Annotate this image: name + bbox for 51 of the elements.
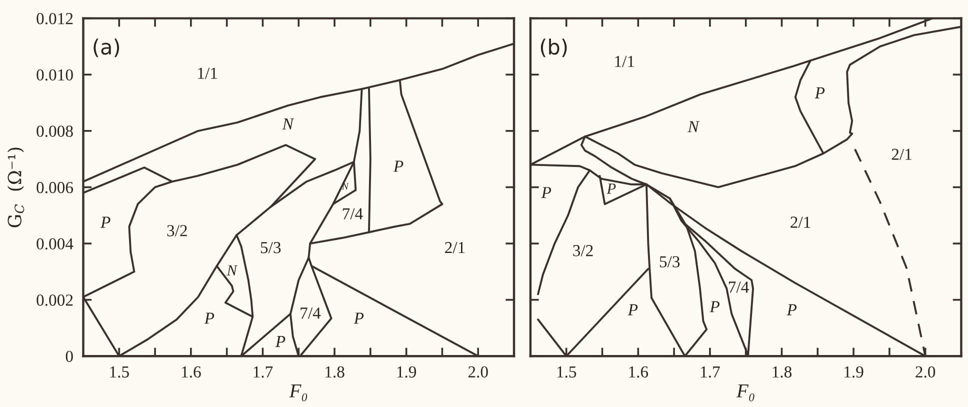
annotation: P xyxy=(628,304,638,316)
annotation: 2/1 xyxy=(445,242,465,254)
annotation: N xyxy=(282,118,294,130)
annotation: 7/4 xyxy=(728,282,749,293)
x-tick-label: 1.7 xyxy=(254,366,273,378)
annotation: 3/2 xyxy=(167,225,187,236)
annotation: P xyxy=(710,301,720,312)
x-tick-label: 1.6 xyxy=(182,366,201,378)
annotation: 1/1 xyxy=(615,56,634,68)
x-axis-title: F₀ xyxy=(289,384,308,402)
y-tick-label: 0.012 xyxy=(36,13,73,24)
annotation: 5/3 xyxy=(260,242,281,254)
annotation: P xyxy=(275,336,286,347)
x-tick-label: 2.0 xyxy=(468,366,488,378)
y-tick-label: 0.002 xyxy=(36,294,73,306)
x-tick-label: 1.7 xyxy=(700,366,720,378)
annotation: 7/4 xyxy=(342,208,363,220)
annotation: 1/1 xyxy=(198,68,217,79)
annotation: P xyxy=(814,87,825,98)
y-axis-title: G$_{C}$ (Ω⁻¹) xyxy=(7,148,24,228)
annotation: (a) xyxy=(94,38,120,58)
y-tick-label: 0 xyxy=(66,350,73,362)
x-tick-label: 1.5 xyxy=(110,366,129,378)
x-axis-title: F₀ xyxy=(736,384,754,402)
x-tick-label: 1.6 xyxy=(629,366,648,378)
x-tick-label: 1.8 xyxy=(772,366,792,378)
annotation: P xyxy=(100,216,110,228)
x-tick-label: 1.8 xyxy=(326,366,344,378)
annotation: N xyxy=(226,265,238,276)
annotation: P xyxy=(786,304,797,316)
annotation: 7/4 xyxy=(300,308,321,319)
annotation: 3/2 xyxy=(573,245,593,256)
y-tick-label: 0.008 xyxy=(36,126,73,137)
annotation: (b) xyxy=(540,38,567,58)
annotation: N xyxy=(342,183,349,190)
y-tick-label: 0.004 xyxy=(36,238,74,250)
y-tick-label: 0.010 xyxy=(36,69,73,81)
annotation: P xyxy=(354,312,364,324)
annotation: 2/1 xyxy=(790,216,810,228)
annotation: P xyxy=(204,312,214,324)
x-tick-label: 1.9 xyxy=(397,366,416,378)
annotation: N xyxy=(688,121,700,132)
y-tick-label: 0.006 xyxy=(36,182,74,194)
annotation: P xyxy=(541,187,552,198)
annotation: P xyxy=(606,184,616,194)
x-tick-label: 2.0 xyxy=(916,366,936,378)
annotation: 2/1 xyxy=(892,148,912,160)
x-tick-label: 1.5 xyxy=(557,366,576,378)
annotation: 5/3 xyxy=(660,256,680,268)
annotation: P xyxy=(393,160,404,172)
x-tick-label: 1.9 xyxy=(844,366,864,378)
